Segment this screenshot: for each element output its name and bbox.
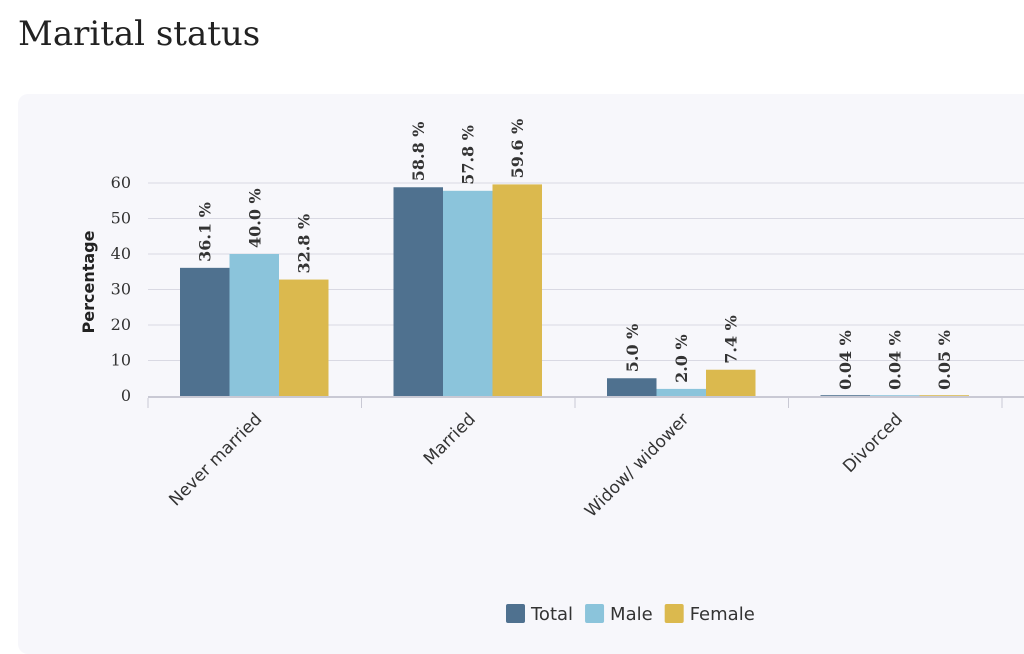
legend-label[interactable]: Male: [610, 604, 653, 625]
data-label: 59.6 %: [508, 119, 527, 179]
data-label: 0.05 %: [935, 330, 954, 390]
bar[interactable]: [656, 388, 707, 396]
data-label: 7.4 %: [722, 315, 741, 364]
data-label: 0.04 %: [886, 330, 905, 390]
data-label: 58.8 %: [409, 122, 428, 182]
x-tick-label: Never married: [165, 409, 266, 510]
data-label: 0.04 %: [836, 330, 855, 390]
bar[interactable]: [279, 279, 329, 396]
y-axis-title: Percentage: [79, 230, 98, 333]
x-tick-label: Divorced: [839, 409, 907, 477]
legend-swatch: [506, 604, 525, 623]
bar[interactable]: [393, 187, 444, 396]
data-label: 2.0 %: [672, 334, 691, 383]
y-tick-label: 50: [111, 209, 131, 228]
legend-label[interactable]: Total: [530, 604, 573, 625]
bar[interactable]: [919, 395, 970, 396]
y-tick-label: 30: [111, 280, 131, 299]
bar[interactable]: [492, 184, 543, 396]
bar[interactable]: [820, 395, 871, 396]
bar[interactable]: [229, 254, 280, 396]
bar[interactable]: [443, 190, 493, 396]
page-title: Marital status: [18, 14, 261, 54]
y-tick-label: 20: [111, 315, 131, 334]
bar[interactable]: [706, 369, 756, 396]
legend-swatch: [585, 604, 605, 623]
data-label: 40.0 %: [245, 188, 264, 248]
x-tick-label: Widow/ widower: [581, 409, 693, 521]
y-tick-label: 10: [111, 351, 131, 370]
bar[interactable]: [870, 395, 920, 396]
y-tick-label: 0: [121, 386, 131, 405]
y-tick-label: 40: [111, 244, 131, 263]
legend-swatch: [664, 604, 684, 623]
x-tick-label: Married: [420, 409, 480, 469]
bar-chart: 0 10 20 30 40 50 60 Never married Married Widow/ …: [79, 119, 1024, 625]
chart-card: 0 10 20 30 40 50 60 Never married Married Widow/ …: [18, 94, 1024, 654]
bar[interactable]: [607, 378, 657, 396]
data-label: 5.0 %: [623, 324, 642, 373]
bar[interactable]: [180, 267, 230, 396]
data-label: 32.8 %: [295, 214, 314, 274]
y-tick-label: 60: [111, 173, 131, 192]
data-label: 36.1 %: [196, 202, 215, 262]
legend-label[interactable]: Female: [690, 604, 755, 625]
data-label: 57.8 %: [459, 125, 478, 185]
